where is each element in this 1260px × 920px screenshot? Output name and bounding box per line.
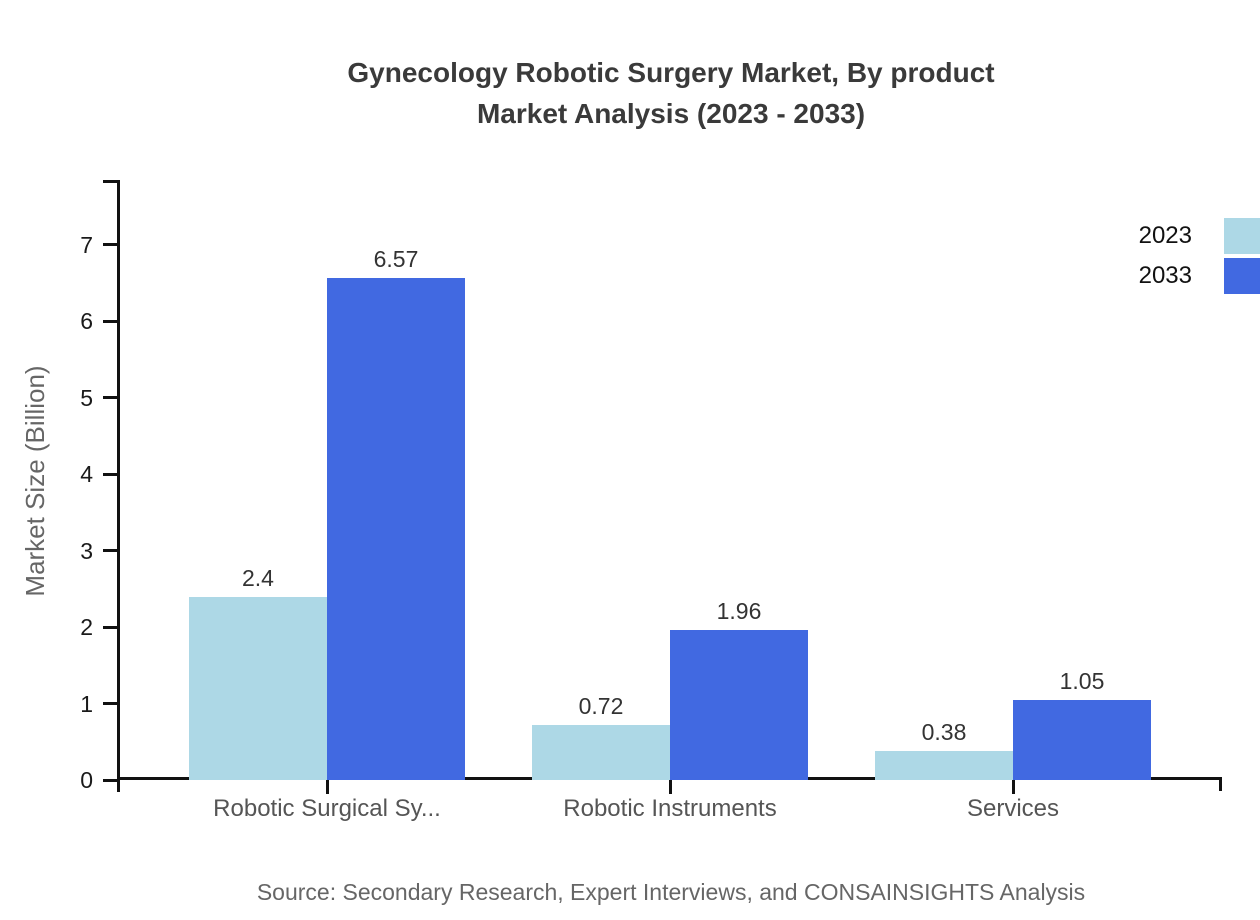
y-tick bbox=[103, 396, 117, 399]
y-tick-label: 1 bbox=[80, 691, 93, 717]
legend-swatch-2023 bbox=[1224, 218, 1260, 254]
x-tick bbox=[1012, 780, 1015, 794]
bar-2023-category-3 bbox=[875, 751, 1013, 780]
bar-2023-category-1 bbox=[189, 597, 327, 780]
bar-value-2033-category-2: 1.96 bbox=[716, 598, 762, 624]
chart-title-line2: Market Analysis (2023 - 2033) bbox=[476, 98, 866, 129]
x-category-label-1: Robotic Surgical Sy... bbox=[213, 795, 441, 822]
chart-title: Gynecology Robotic Surgery Market, By pr… bbox=[120, 52, 1222, 134]
y-tick-label: 3 bbox=[80, 538, 93, 564]
legend-swatch-2033 bbox=[1224, 258, 1260, 294]
bar-2033-category-2 bbox=[670, 630, 808, 780]
x-category-label-2: Robotic Instruments bbox=[563, 795, 777, 822]
bar-value-2023-category-2: 0.72 bbox=[578, 693, 624, 719]
legend-item-2023: 2023 bbox=[1139, 218, 1260, 254]
y-tick-label: 7 bbox=[80, 232, 93, 258]
y-tick-label: 4 bbox=[80, 461, 93, 487]
y-tick bbox=[103, 702, 117, 705]
chart-title-line1: Gynecology Robotic Surgery Market, By pr… bbox=[347, 57, 995, 88]
y-tick-label: 6 bbox=[80, 308, 93, 334]
x-tick bbox=[669, 780, 672, 794]
bar-2033-category-3 bbox=[1013, 700, 1151, 780]
y-tick-label: 0 bbox=[80, 767, 93, 793]
y-tick bbox=[103, 243, 117, 246]
source-note: Source: Secondary Research, Expert Inter… bbox=[256, 879, 1086, 905]
y-axis-line bbox=[117, 180, 120, 792]
bar-value-2023-category-1: 2.4 bbox=[242, 565, 274, 591]
y-tick bbox=[103, 779, 117, 782]
legend-label-2023: 2023 bbox=[1138, 222, 1192, 249]
bar-2023-category-2 bbox=[532, 725, 670, 780]
legend: 2023 2033 bbox=[1139, 218, 1260, 298]
bar-value-2023-category-3: 0.38 bbox=[921, 719, 967, 745]
y-axis-top-cap bbox=[103, 180, 117, 183]
bar-2033-category-1 bbox=[327, 278, 465, 780]
legend-label-2033: 2033 bbox=[1138, 262, 1192, 289]
x-category-label-3: Services bbox=[966, 795, 1060, 822]
x-axis-end-cap bbox=[1219, 777, 1222, 791]
y-tick-label: 2 bbox=[80, 614, 93, 640]
y-tick-label: 5 bbox=[80, 385, 93, 411]
legend-item-2033: 2033 bbox=[1139, 258, 1260, 294]
y-tick bbox=[103, 626, 117, 629]
y-tick bbox=[103, 320, 117, 323]
y-tick bbox=[103, 549, 117, 552]
y-tick bbox=[103, 473, 117, 476]
bar-value-2033-category-1: 6.57 bbox=[373, 246, 419, 272]
x-tick bbox=[326, 780, 329, 794]
bar-value-2033-category-3: 1.05 bbox=[1059, 668, 1105, 694]
